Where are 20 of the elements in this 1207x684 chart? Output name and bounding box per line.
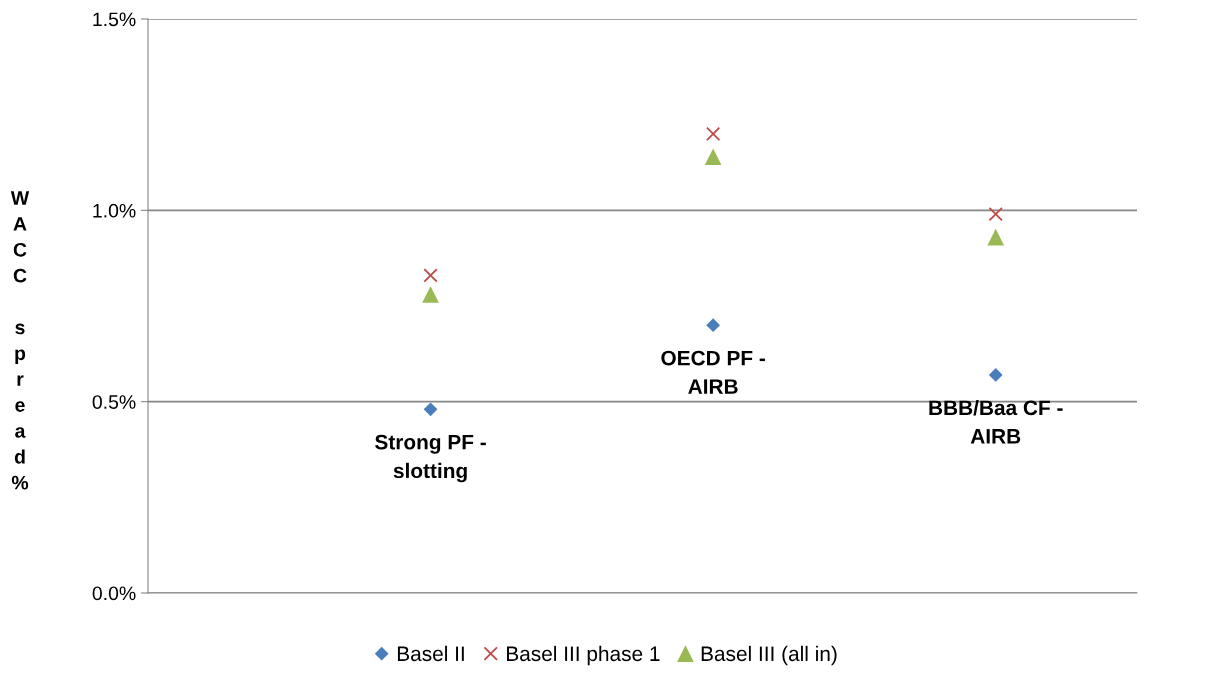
y-tick-label: 1.0% xyxy=(93,203,136,218)
y-tick-label: 1.5% xyxy=(93,12,136,27)
point xyxy=(705,126,721,141)
point xyxy=(704,148,722,166)
x-tick-label: OECD PF - AIRB xyxy=(661,350,765,394)
point xyxy=(988,368,1003,382)
y-tick-label: 0.0% xyxy=(92,586,136,601)
point xyxy=(987,228,1005,246)
legend-label: Basel II xyxy=(397,645,464,662)
x-tick-label: BBB/Baa CF - AIRB xyxy=(929,399,1063,444)
x-tick-label: Strong PF - slotting xyxy=(375,434,486,483)
point xyxy=(423,402,438,417)
y-tick-label: 0.5% xyxy=(92,395,136,409)
point xyxy=(706,318,721,333)
point xyxy=(423,268,438,283)
legend-label: Basel III (all in) xyxy=(701,645,837,666)
point xyxy=(422,286,439,303)
point xyxy=(988,207,1003,222)
legend-label: Basel III phase 1 xyxy=(507,645,660,666)
text: WACC spread% xyxy=(10,191,30,490)
